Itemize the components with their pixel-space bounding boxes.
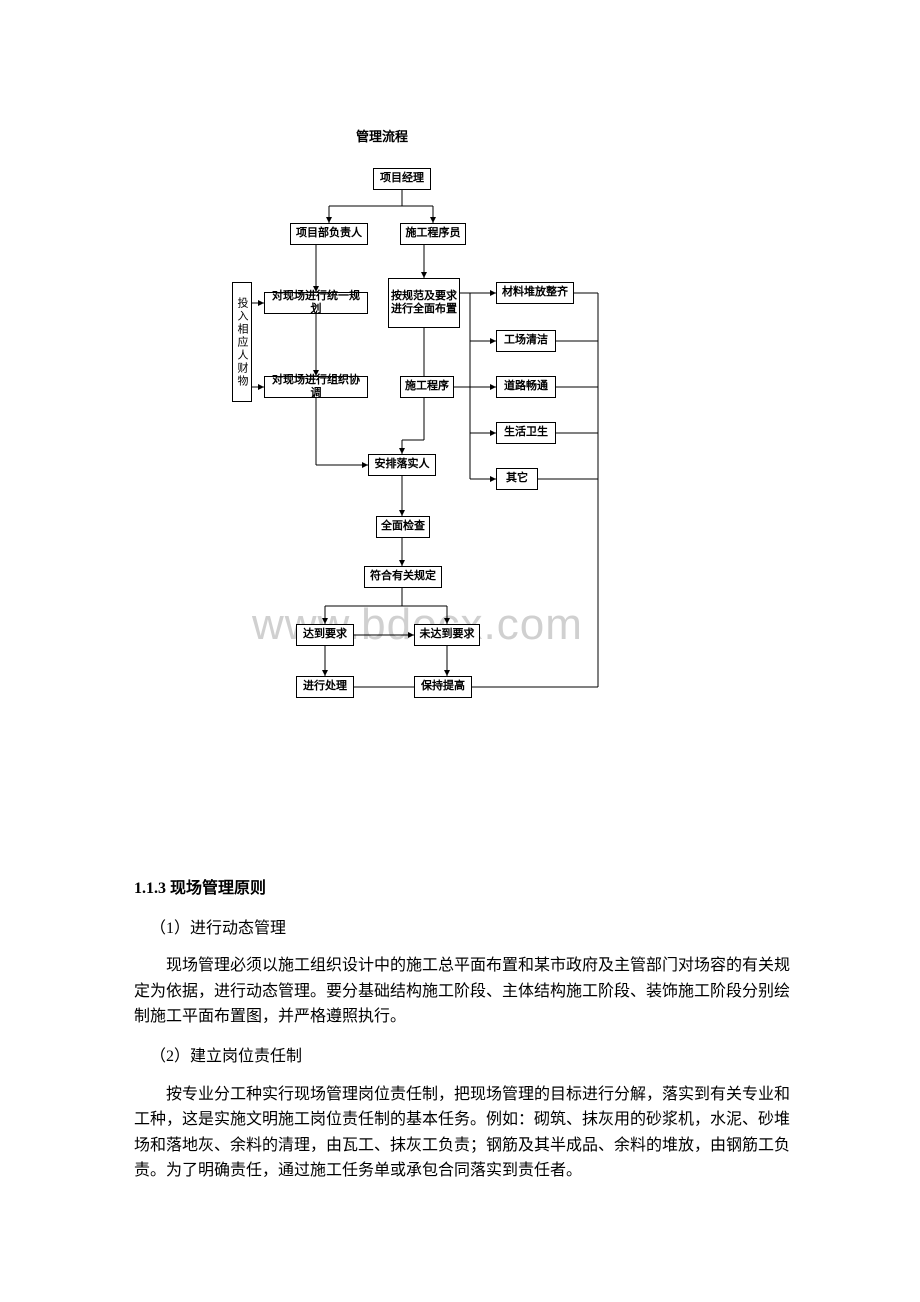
flow-node-n13: 其它 xyxy=(496,468,538,490)
item1-body: 现场管理必须以施工组织设计中的施工总平面布置和某市政府及主管部门对场容的有关规定… xyxy=(134,953,790,1030)
section-heading: 1.1.3 现场管理原则 xyxy=(134,876,790,902)
flow-node-n10: 工场清洁 xyxy=(496,330,556,352)
flow-node-n12: 生活卫生 xyxy=(496,422,556,444)
flow-node-n17: 达到要求 xyxy=(296,624,354,646)
item2-body: 按专业分工种实行现场管理岗位责任制，把现场管理的目标进行分解，落实到有关专业和工… xyxy=(134,1082,790,1184)
flow-node-n8: 施工程序 xyxy=(400,376,454,398)
flow-node-n3: 施工程序员 xyxy=(400,223,466,245)
item1-title: （1）进行动态管理 xyxy=(134,916,790,942)
flow-node-n9: 材料堆放整齐 xyxy=(496,282,574,304)
flow-node-n14: 安排落实人 xyxy=(368,454,436,476)
flow-node-n15: 全面检查 xyxy=(376,516,430,538)
flow-node-n4: 对现场进行统一规划 xyxy=(264,292,368,314)
diagram-title: 管理流程 xyxy=(356,126,408,145)
flow-node-n18: 未达到要求 xyxy=(414,624,480,646)
flow-node-n16: 符合有关规定 xyxy=(364,566,442,588)
flow-node-n5: 对现场进行组织协调 xyxy=(264,376,368,398)
flow-node-n11: 道路畅通 xyxy=(496,376,556,398)
flow-node-n7: 按规范及要求进行全面布置 xyxy=(388,278,460,328)
flowchart-diagram: www.bdocx.com 管理流程 xyxy=(0,0,920,838)
flow-node-n1: 项目经理 xyxy=(373,168,431,190)
flow-node-n6: 投入相应人财物 xyxy=(232,282,252,402)
flow-node-n20: 保持提高 xyxy=(414,676,472,698)
item2-title: （2）建立岗位责任制 xyxy=(134,1044,790,1070)
flowchart-connectors xyxy=(0,0,920,838)
flow-node-n19: 进行处理 xyxy=(296,676,354,698)
document-text: 1.1.3 现场管理原则 （1）进行动态管理 现场管理必须以施工组织设计中的施工… xyxy=(134,876,790,1198)
flow-node-n2: 项目部负责人 xyxy=(290,223,368,245)
